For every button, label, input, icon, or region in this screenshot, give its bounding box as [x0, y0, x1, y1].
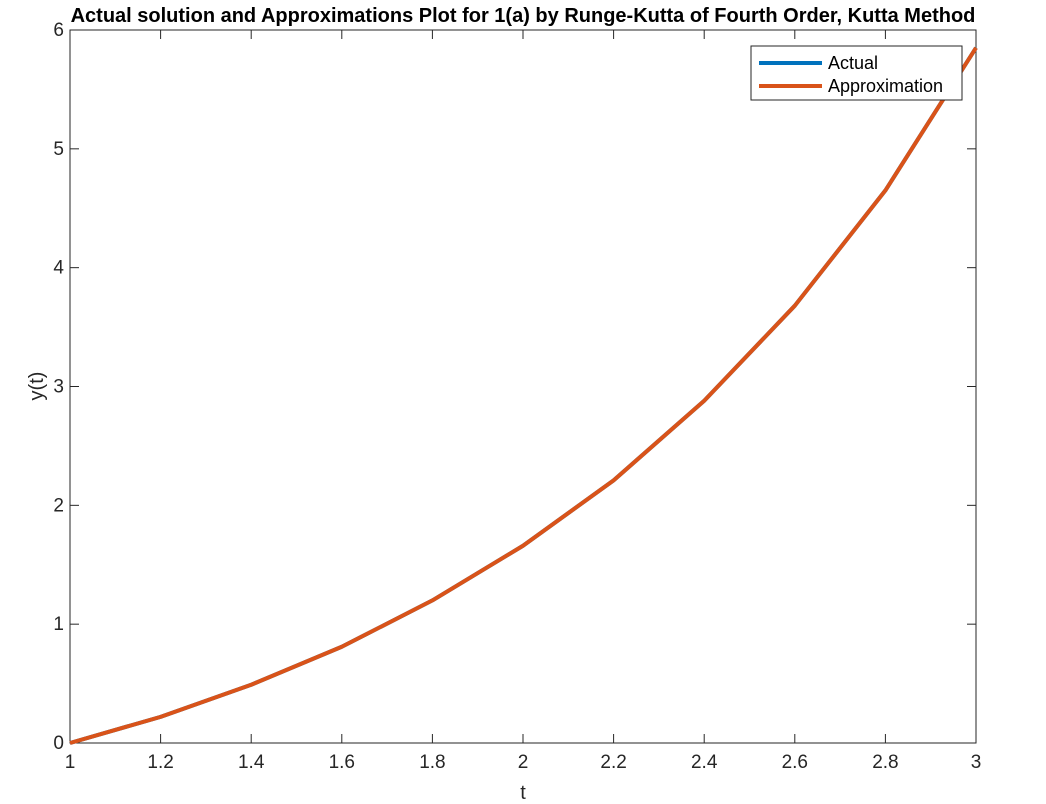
- y-tick-label: 5: [53, 139, 64, 160]
- x-tick-label: 2.6: [782, 752, 808, 773]
- x-tick-label: 1.6: [329, 752, 355, 773]
- y-tick-label: 4: [53, 258, 64, 279]
- y-tick-label: 2: [53, 495, 64, 516]
- x-tick-label: 2.4: [691, 752, 718, 773]
- data-series: [69, 46, 978, 745]
- legend: Actual Approximation: [750, 45, 963, 101]
- x-tick-label: 3: [971, 752, 982, 773]
- x-tick-label: 2: [518, 752, 529, 773]
- plot-area: [69, 29, 977, 744]
- y-tick-label: 1: [53, 614, 64, 635]
- x-tick-label: 2.2: [600, 752, 626, 773]
- y-axis-label: y(t): [26, 372, 48, 401]
- x-tick-label: 1.2: [147, 752, 173, 773]
- x-tick-label: 1: [65, 752, 76, 773]
- y-tick-label: 0: [53, 733, 64, 754]
- chart-title: Actual solution and Approximations Plot …: [71, 5, 976, 27]
- y-tick-label: 3: [53, 377, 64, 398]
- y-tick-label: 6: [53, 20, 64, 41]
- legend-label-actual: Actual: [828, 53, 878, 73]
- legend-box: [750, 45, 963, 101]
- x-tick-label: 1.8: [419, 752, 445, 773]
- legend-label-approximation: Approximation: [828, 76, 943, 96]
- x-tick-label: 1.4: [238, 752, 265, 773]
- x-axis-label: t: [520, 782, 526, 804]
- x-tick-label: 2.8: [872, 752, 898, 773]
- axis-ticks: [69, 29, 977, 744]
